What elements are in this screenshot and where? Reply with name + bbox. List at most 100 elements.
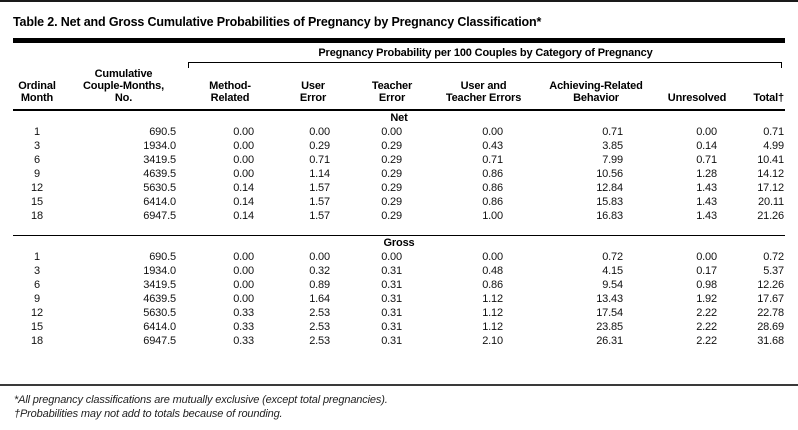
cell: 0.00 [233, 251, 254, 263]
column-header-row: Ordinal Month Cumulative Couple-Months, N… [13, 68, 785, 111]
table-row: 15 6414.0 0.14 1.57 0.29 0.86 15.83 1.43 20.11 [13, 195, 785, 209]
cell: 4.15 [602, 265, 623, 277]
cell: 3 [34, 265, 40, 277]
cell: 2.53 [309, 335, 330, 347]
footer-divider [0, 384, 798, 386]
cell: 0.00 [233, 126, 254, 138]
cell: 0.29 [381, 210, 402, 222]
cell: 1.43 [696, 196, 717, 208]
cell: 2.22 [696, 307, 717, 319]
cell: 12.26 [757, 279, 784, 291]
cell: 22.78 [757, 307, 784, 319]
page-title: Table 2. Net and Gross Cumulative Probab… [13, 15, 542, 29]
table-row: 12 5630.5 0.33 2.53 0.31 1.12 17.54 2.22 22.78 [13, 306, 785, 320]
cell: 0.71 [763, 126, 784, 138]
spanner-spacer [13, 43, 186, 68]
cell: 6947.5 [143, 335, 176, 347]
cell: 9 [34, 168, 40, 180]
spanner-header-cell: Pregnancy Probability per 100 Couples by… [186, 43, 785, 68]
cell: 0.00 [233, 265, 254, 277]
cell: 0.89 [309, 279, 330, 291]
cell: 1.57 [309, 210, 330, 222]
cell: 0.71 [309, 154, 330, 166]
cell: 6414.0 [143, 321, 176, 333]
cell: 31.68 [757, 335, 784, 347]
cell: 0.14 [233, 182, 254, 194]
cell: 0.31 [381, 307, 402, 319]
cell: 9 [34, 293, 40, 305]
cell: 0.29 [381, 140, 402, 152]
cell: 18 [31, 335, 43, 347]
table-row: 3 1934.0 0.00 0.29 0.29 0.43 3.85 0.14 4.99 [13, 139, 785, 153]
column-header: Unresolved [657, 68, 737, 111]
cell: 1.57 [309, 196, 330, 208]
cell: 0.00 [482, 126, 503, 138]
table-row: 9 4639.5 0.00 1.14 0.29 0.86 10.56 1.28 14.12 [13, 167, 785, 181]
cell: 0.72 [763, 251, 784, 263]
spanner-bracket [188, 62, 782, 68]
cell: 9.54 [602, 279, 623, 291]
cell: 0.43 [482, 140, 503, 152]
cell: 0.00 [233, 168, 254, 180]
footnotes: *All pregnancy classifications are mutua… [14, 393, 785, 421]
cell: 0.33 [233, 335, 254, 347]
cell: 1.00 [482, 210, 503, 222]
column-header: Total† [737, 68, 785, 111]
cell: 6 [34, 279, 40, 291]
spanner-row: Pregnancy Probability per 100 Couples by… [13, 43, 785, 68]
section-label-row: Gross [13, 236, 785, 251]
cell: 23.85 [596, 321, 623, 333]
section-label: Gross [383, 237, 415, 249]
cell: 0.00 [696, 126, 717, 138]
cell: 12 [31, 307, 43, 319]
column-header: User Error [274, 68, 352, 111]
cell: 2.22 [696, 335, 717, 347]
column-header: User and Teacher Errors [432, 68, 535, 111]
cell: 1.43 [696, 182, 717, 194]
cell: 0.48 [482, 265, 503, 277]
cell: 0.00 [696, 251, 717, 263]
table-row: 15 6414.0 0.33 2.53 0.31 1.12 23.85 2.22 28.69 [13, 320, 785, 334]
cell: 4639.5 [143, 168, 176, 180]
cell: 10.56 [596, 168, 623, 180]
cell: 17.54 [596, 307, 623, 319]
cell: 4639.5 [143, 293, 176, 305]
cell: 0.31 [381, 279, 402, 291]
cell: 0.31 [381, 265, 402, 277]
cell: 690.5 [149, 126, 176, 138]
cell: 1 [34, 251, 40, 263]
cell: 4.99 [763, 140, 784, 152]
cell: 20.11 [758, 196, 784, 208]
cell: 5630.5 [143, 182, 176, 194]
cell: 2.10 [482, 335, 503, 347]
cell: 0.71 [602, 126, 623, 138]
cell: 3419.5 [143, 154, 176, 166]
table-row: 12 5630.5 0.14 1.57 0.29 0.86 12.84 1.43 17.12 [13, 181, 785, 195]
cell: 0.00 [482, 251, 503, 263]
cell: 0.86 [482, 182, 503, 194]
cell: 0.00 [381, 126, 402, 138]
cell: 0.86 [482, 196, 503, 208]
cell: 1934.0 [143, 140, 176, 152]
cell: 0.31 [381, 321, 402, 333]
cell: 2.53 [309, 307, 330, 319]
cell: 0.31 [381, 335, 402, 347]
cell: 0.71 [482, 154, 503, 166]
cell: 0.14 [233, 210, 254, 222]
cell: 0.71 [696, 154, 717, 166]
cell: 28.69 [757, 321, 784, 333]
title-divider [13, 38, 785, 43]
cell: 0.00 [309, 126, 330, 138]
cell: 0.00 [309, 251, 330, 263]
cell: 0.98 [696, 279, 717, 291]
cell: 3.85 [602, 140, 623, 152]
column-header: Method- Related [186, 68, 274, 111]
table-row: 1 690.5 0.00 0.00 0.00 0.00 0.72 0.00 0.72 [13, 250, 785, 264]
cell: 6414.0 [143, 196, 176, 208]
cell: 15 [31, 196, 43, 208]
cell: 0.14 [233, 196, 254, 208]
cell: 0.29 [309, 140, 330, 152]
cell: 12.84 [596, 182, 623, 194]
column-header: Achieving-Related Behavior [535, 68, 657, 111]
